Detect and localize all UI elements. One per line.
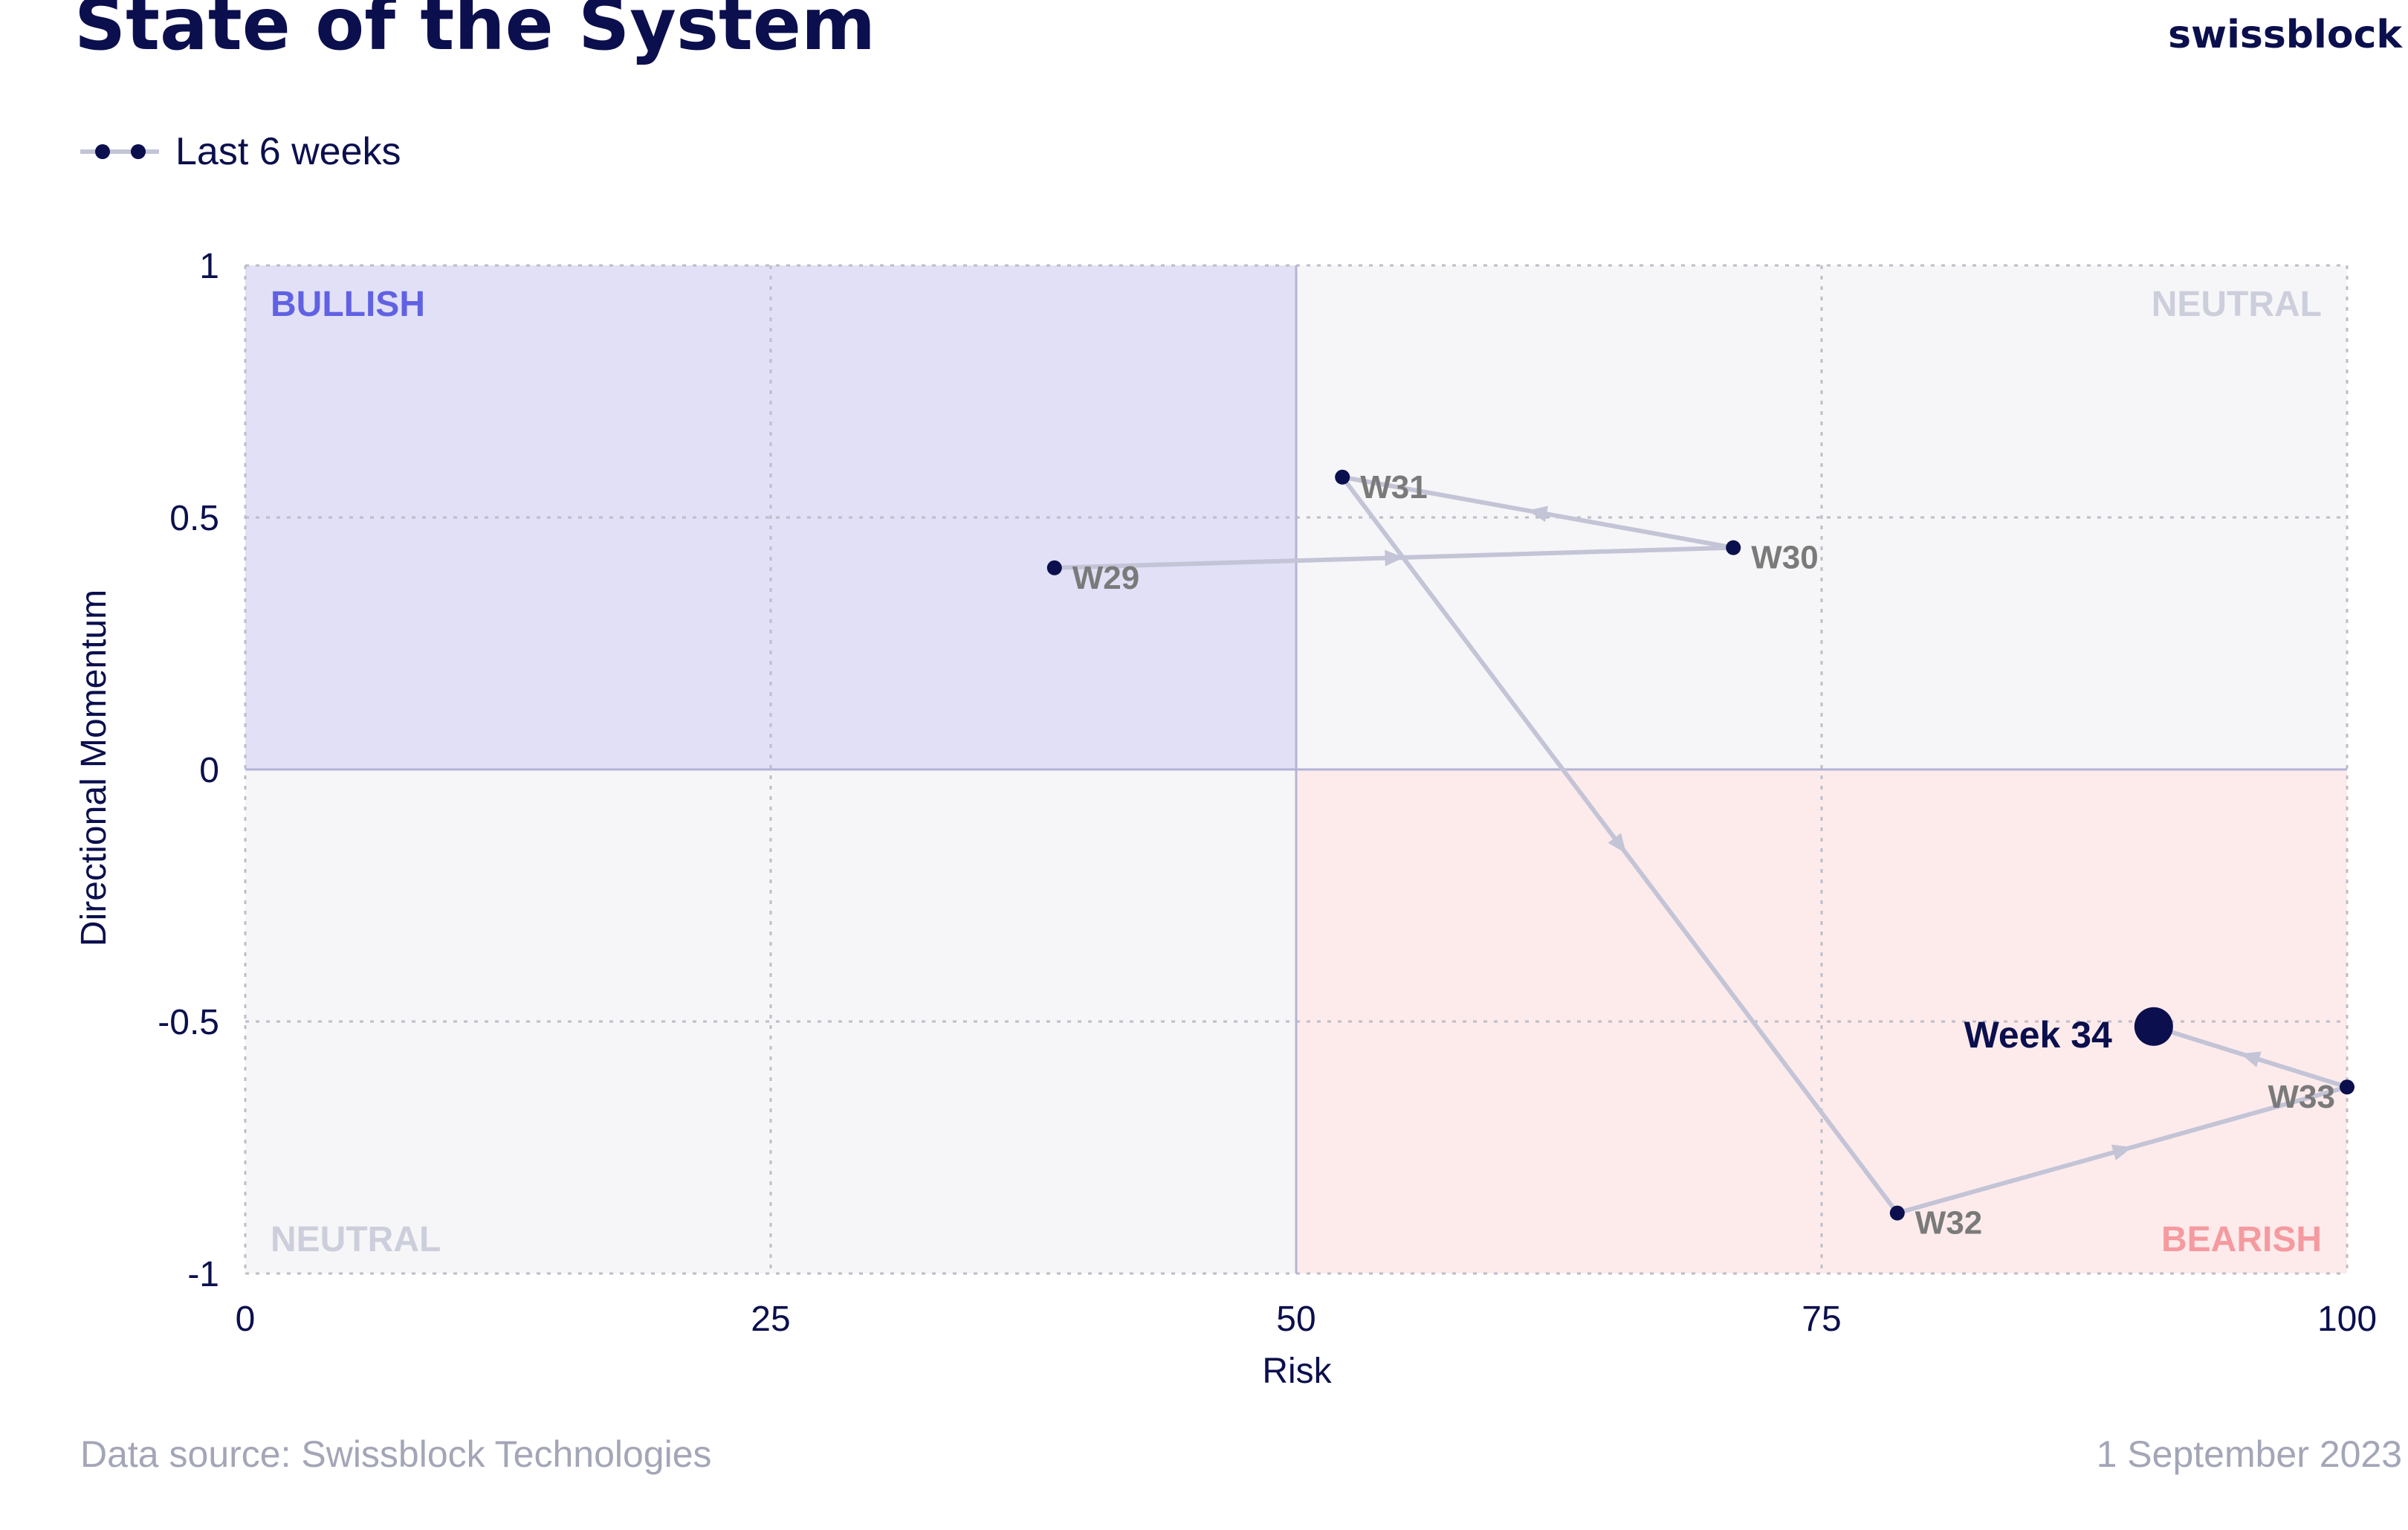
week-point <box>1726 540 1741 555</box>
week-label: W32 <box>1915 1205 1982 1242</box>
trajectory-arrow <box>1608 833 1626 853</box>
legend-dot-left <box>95 144 110 159</box>
y-tick-label: 0 <box>199 751 219 790</box>
week-label: W30 <box>1751 540 1818 576</box>
week-point <box>2340 1079 2354 1095</box>
trajectory-arrow <box>2111 1144 2132 1161</box>
week-label: W29 <box>1072 560 1139 596</box>
x-tick-label: 25 <box>751 1300 790 1339</box>
week-point <box>1335 469 1350 485</box>
legend-dot-right <box>131 144 146 159</box>
date-stamp: 1 September 2023 <box>2097 1433 2402 1475</box>
week-point <box>1889 1205 1905 1221</box>
x-axis-label: Risk <box>1262 1352 1332 1391</box>
trajectory-arrow <box>1385 549 1405 567</box>
current-week-point <box>2134 1007 2173 1046</box>
week-label: W33 <box>2268 1079 2335 1115</box>
y-tick-label: -1 <box>187 1255 219 1294</box>
quadrant-label-top-right: NEUTRAL <box>2152 285 2322 324</box>
legend-label: Last 6 weeks <box>175 130 401 173</box>
trajectory-arrow <box>1527 506 1548 523</box>
x-tick-label: 0 <box>236 1300 256 1339</box>
trajectory-arrow <box>2240 1051 2262 1068</box>
legend: Last 6 weeks <box>80 130 401 173</box>
week-point <box>1046 560 1062 575</box>
data-points <box>1046 469 2354 1221</box>
y-tick-label: -0.5 <box>158 1003 219 1042</box>
y-tick-label: 0.5 <box>169 499 219 538</box>
data-source: Data source: Swissblock Technologies <box>80 1433 712 1475</box>
quadrant-label-top-left: BULLISH <box>271 285 425 324</box>
x-tick-label: 100 <box>2317 1300 2377 1339</box>
quadrant-labels: BULLISH NEUTRAL NEUTRAL BEARISH <box>271 285 2322 1259</box>
x-tick-label: 50 <box>1276 1300 1315 1339</box>
x-tick-label: 75 <box>1802 1300 1841 1339</box>
point-labels: W29 W30 W31 W32 W33 Week 34 <box>1072 469 2335 1242</box>
quadrant-label-bottom-left: NEUTRAL <box>271 1220 441 1259</box>
y-tick-label: 1 <box>199 247 219 286</box>
y-axis-label: Directional Momentum <box>74 590 114 946</box>
axes <box>245 265 2347 1274</box>
week-label: W31 <box>1360 469 1427 506</box>
brand-logo: swissblock <box>2168 13 2403 57</box>
tick-labels: 0 25 50 75 100 1 0.5 0 -0.5 -1 <box>158 247 2377 1339</box>
current-week-label: Week 34 <box>1964 1014 2112 1056</box>
chart-title: State of the System <box>74 0 876 66</box>
trajectory-arrows <box>1385 506 2262 1161</box>
quadrant-label-bottom-right: BEARISH <box>2161 1220 2322 1259</box>
